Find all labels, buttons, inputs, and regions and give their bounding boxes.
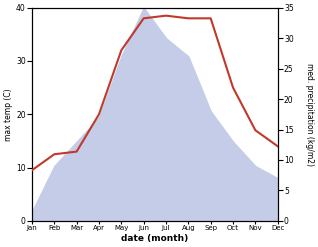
X-axis label: date (month): date (month)	[121, 234, 189, 243]
Y-axis label: max temp (C): max temp (C)	[4, 88, 13, 141]
Y-axis label: med. precipitation (kg/m2): med. precipitation (kg/m2)	[305, 63, 314, 166]
